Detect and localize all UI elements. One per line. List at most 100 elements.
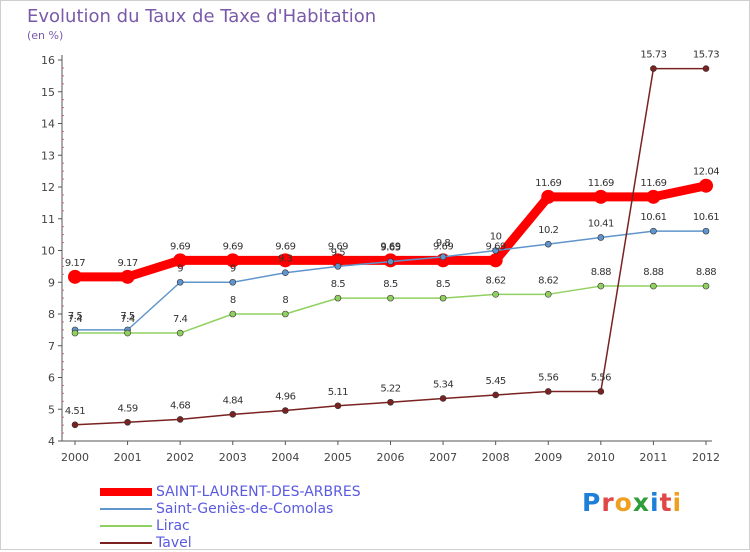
data-label: 8.5 [331, 279, 346, 290]
legend-label: Tavel [156, 535, 192, 551]
data-label: 9.8 [436, 238, 451, 249]
data-point [68, 269, 82, 284]
x-tick-label: 2006 [377, 451, 405, 464]
x-tick-label: 2005 [324, 451, 352, 464]
x-tick-label: 2000 [61, 451, 89, 464]
y-tick-label: 5 [48, 403, 55, 416]
chart-subtitle: (en %) [27, 29, 64, 42]
y-tick-label: 15 [41, 86, 55, 99]
legend-swatch [100, 542, 152, 544]
data-label: 10.61 [693, 212, 719, 223]
data-point [71, 421, 79, 429]
data-label: 7.5 [120, 311, 135, 322]
data-point [646, 189, 661, 204]
y-tick-label: 7 [48, 340, 55, 353]
data-label: 7.4 [173, 314, 188, 325]
logo-letter: i [672, 488, 683, 517]
data-label: 9.69 [170, 241, 190, 252]
data-point [650, 65, 657, 72]
y-tick-label: 6 [48, 372, 55, 385]
data-point [334, 294, 342, 302]
data-label: 8.62 [486, 275, 506, 286]
series-1 [68, 178, 713, 284]
y-tick-label: 10 [41, 245, 55, 258]
y-tick-label: 11 [41, 213, 55, 226]
data-point [492, 391, 499, 399]
data-point [702, 227, 710, 235]
x-tick-label: 2011 [639, 451, 667, 464]
data-label: 5.56 [538, 372, 558, 383]
data-label: 9 [230, 263, 236, 274]
data-label: 10.41 [588, 218, 614, 229]
data-point [593, 189, 608, 204]
data-label: 9.69 [223, 241, 243, 252]
data-point [597, 234, 605, 241]
data-point [597, 388, 605, 395]
data-label: 8 [230, 295, 236, 306]
proxiti-logo: Proxiti [582, 488, 682, 517]
data-point [229, 310, 237, 318]
data-point [699, 178, 713, 193]
legend-swatch [100, 525, 152, 527]
logo-letter: x [632, 488, 650, 517]
data-point [702, 282, 710, 290]
data-point [176, 329, 184, 337]
data-label: 10.2 [538, 225, 558, 236]
y-tick-label: 14 [41, 118, 55, 131]
data-label: 4.68 [170, 400, 190, 411]
y-tick-label: 12 [41, 181, 55, 194]
x-tick-label: 2012 [692, 451, 720, 464]
data-label: 8.88 [591, 267, 611, 278]
data-label: 15.73 [640, 50, 666, 61]
data-point [544, 388, 552, 395]
data-point [387, 398, 394, 406]
data-label: 5.45 [486, 376, 506, 387]
data-point [702, 65, 710, 72]
data-label: 4.51 [65, 406, 85, 417]
data-label: 9.17 [117, 258, 137, 269]
data-point [387, 258, 394, 265]
data-label: 9.69 [486, 241, 506, 252]
data-label: 8.88 [643, 267, 663, 278]
data-label: 9.69 [328, 241, 348, 252]
y-tick-label: 13 [41, 149, 55, 162]
data-label: 8.5 [436, 279, 451, 290]
data-label: 9.3 [278, 254, 293, 265]
data-point [229, 278, 237, 286]
data-point [544, 291, 552, 298]
data-label: 11.69 [640, 178, 666, 189]
logo-letter: t [659, 488, 673, 517]
data-point [650, 282, 657, 290]
data-label: 11.69 [535, 178, 561, 189]
data-point [282, 310, 289, 318]
data-point [544, 240, 552, 248]
legend-swatch [100, 508, 152, 510]
legend-swatch [100, 488, 152, 496]
logo-letter: r [601, 488, 615, 517]
data-label: 9.69 [380, 241, 400, 252]
data-point [229, 411, 237, 418]
data-label: 9.5 [331, 247, 346, 258]
data-point [492, 247, 499, 254]
data-label: 4.59 [117, 403, 137, 414]
data-point [282, 407, 289, 414]
data-label: 7.4 [120, 314, 135, 325]
data-point [488, 253, 503, 268]
data-point [176, 278, 184, 286]
data-point [439, 253, 447, 261]
data-point [71, 329, 79, 337]
data-label: 5.56 [591, 372, 611, 383]
x-tick-label: 2007 [429, 451, 457, 464]
data-point [387, 294, 394, 302]
data-point [650, 227, 657, 235]
x-tick-label: 2010 [587, 451, 615, 464]
data-point [120, 269, 135, 284]
legend-label: SAINT-LAURENT-DES-ARBRES [156, 484, 361, 500]
data-point [124, 418, 131, 426]
x-tick-label: 2008 [482, 451, 510, 464]
data-point [492, 291, 499, 298]
series-3 [71, 282, 710, 337]
data-label: 9.69 [433, 241, 453, 252]
data-point [330, 253, 345, 268]
data-label: 9.17 [65, 258, 85, 269]
